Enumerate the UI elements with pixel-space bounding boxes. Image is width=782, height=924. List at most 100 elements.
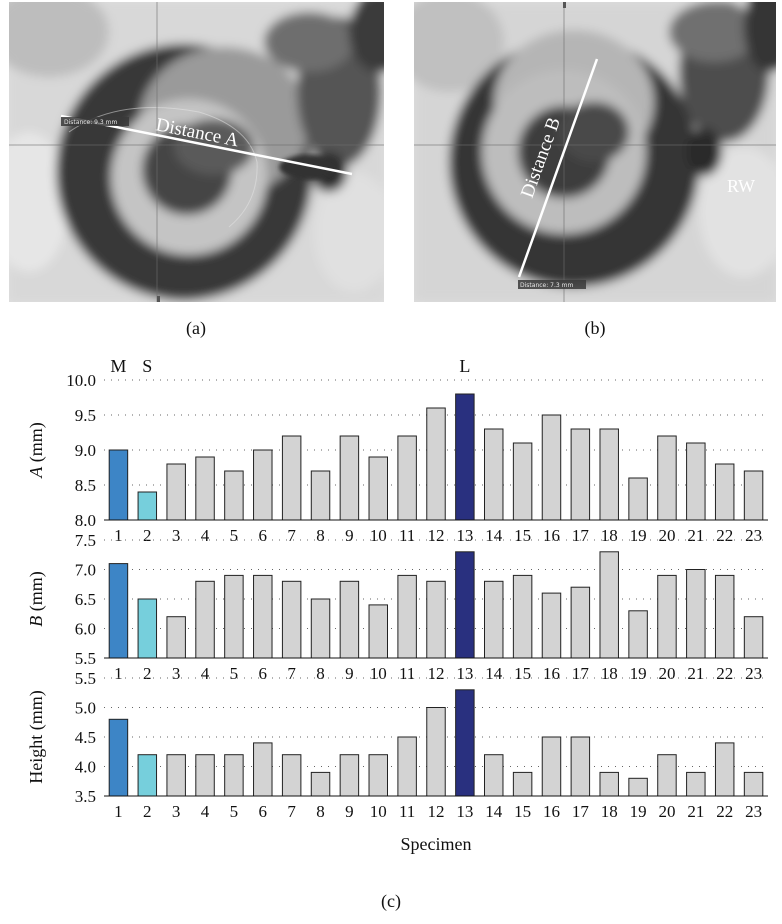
y-tick-label: 7.5 (75, 531, 96, 550)
x-tick-label: 16 (543, 664, 560, 683)
bar (570, 428, 591, 521)
bar (108, 718, 129, 797)
x-tick-label: 11 (399, 802, 415, 821)
bar (166, 616, 186, 659)
x-tick-label: 4 (201, 802, 210, 821)
x-tick-label: 17 (572, 526, 590, 545)
x-tick-label: 1 (114, 802, 123, 821)
x-tick-label: 12 (428, 664, 445, 683)
x-tick-label: 18 (601, 802, 618, 821)
bar (281, 754, 302, 797)
x-tick-label: 15 (514, 526, 531, 545)
x-tick-label: 2 (143, 802, 152, 821)
y-tick-label: 6.5 (75, 590, 96, 609)
x-tick-label: 19 (630, 664, 647, 683)
x-tick-label: 20 (658, 802, 675, 821)
x-tick-label: 5 (230, 664, 239, 683)
x-tick-label: 7 (287, 802, 296, 821)
bar (368, 604, 388, 659)
bar (714, 463, 735, 521)
x-tick-label: 18 (601, 664, 618, 683)
x-tick-label: 12 (428, 802, 445, 821)
y-axis-label-variable: A (26, 466, 46, 479)
x-tick-label: 7 (287, 664, 296, 683)
bar (657, 754, 677, 797)
x-tick-label: 23 (745, 664, 762, 683)
bar (570, 586, 591, 659)
y-axis-label-unit: Height (mm) (26, 690, 47, 783)
marker-label-m: M (110, 356, 126, 376)
x-tick-label: 15 (514, 664, 531, 683)
x-tick-label: 21 (687, 526, 704, 545)
x-tick-label: 5 (230, 802, 239, 821)
x-tick-label: 7 (287, 526, 296, 545)
x-tick-label: 4 (201, 664, 210, 683)
x-tick-label: 10 (370, 526, 387, 545)
ct-scan-a-graphic: Distance: 9.3 mm Distance A (9, 2, 384, 302)
bar (484, 754, 504, 797)
y-axis-label: Height (mm) (26, 690, 47, 783)
bar (195, 456, 215, 521)
x-tick-label: 6 (259, 526, 268, 545)
bar (339, 580, 360, 659)
x-tick-label: 5 (230, 526, 239, 545)
y-tick-label: 5.0 (75, 699, 96, 718)
distance-b-readout: Distance: 7.3 mm (520, 282, 573, 289)
bar (339, 754, 360, 797)
x-tick-label: 20 (658, 526, 675, 545)
x-tick-label: 19 (630, 526, 647, 545)
ct-scan-b-graphic: Distance: 7.3 mm Distance B RW (414, 2, 776, 302)
x-tick-label: 21 (687, 664, 704, 683)
x-tick-label: 14 (485, 802, 503, 821)
bar (166, 754, 186, 797)
x-tick-label: 15 (514, 802, 531, 821)
bar (686, 442, 706, 521)
x-tick-label: 14 (485, 526, 503, 545)
bar (224, 754, 244, 797)
x-tick-label: 22 (716, 526, 733, 545)
y-tick-label: 8.0 (75, 511, 96, 530)
ct-image-b: Distance: 7.3 mm Distance B RW (414, 2, 776, 302)
x-tick-label: 6 (259, 664, 268, 683)
bar (599, 428, 619, 521)
x-tick-label: 17 (572, 802, 590, 821)
x-tick-label: 12 (428, 526, 445, 545)
bar (166, 463, 186, 521)
x-tick-label: 21 (687, 802, 704, 821)
bar (512, 442, 533, 521)
bar (253, 574, 273, 659)
bar (743, 616, 764, 659)
x-tick-label: 17 (572, 664, 590, 683)
y-tick-label: 3.5 (75, 787, 96, 806)
y-tick-label: 10.0 (66, 371, 96, 390)
bar (426, 580, 446, 659)
x-tick-label: 20 (658, 664, 675, 683)
x-tick-label: 9 (345, 526, 354, 545)
bar (310, 598, 331, 659)
bar (686, 771, 706, 797)
bar (714, 574, 735, 659)
panel-label-b: (b) (584, 318, 606, 338)
x-tick-label: 6 (259, 802, 268, 821)
bar (426, 707, 446, 797)
y-tick-label: 7.0 (75, 561, 96, 580)
x-tick-label: 4 (201, 526, 210, 545)
bar (253, 742, 273, 797)
marker-label-l: L (459, 356, 470, 376)
bar (628, 610, 648, 659)
y-axis-label-unit: (mm) (26, 422, 47, 467)
x-tick-label: 19 (630, 802, 647, 821)
x-axis-label: Specimen (401, 834, 472, 854)
bar (426, 407, 446, 521)
distance-a-readout: Distance: 9.3 mm (64, 119, 117, 126)
panel-label-c: (c) (381, 891, 401, 911)
x-tick-label: 1 (114, 664, 123, 683)
bar (310, 470, 331, 521)
bar (512, 771, 533, 797)
bar (455, 551, 475, 659)
bar (137, 754, 158, 797)
x-tick-label: 14 (485, 664, 503, 683)
bar (541, 414, 562, 521)
bar (253, 449, 273, 521)
x-tick-label: 23 (745, 802, 762, 821)
